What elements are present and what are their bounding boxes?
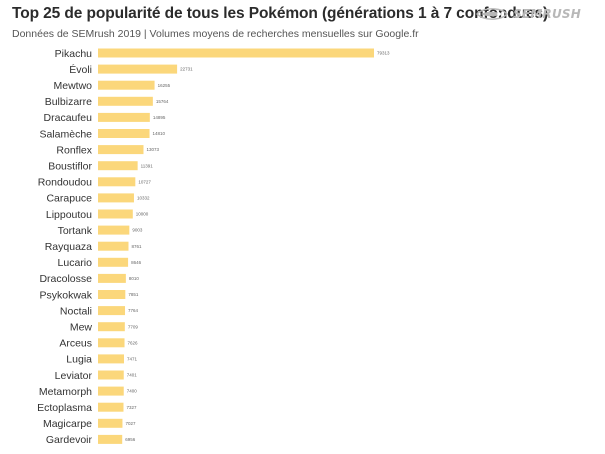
category-label: Metamorph [39, 386, 92, 398]
bar [98, 161, 138, 171]
category-label: Boustiflor [48, 161, 92, 173]
value-label: 8761 [131, 244, 142, 249]
category-label: Leviator [55, 370, 93, 382]
value-label: 6956 [125, 437, 136, 442]
bar [98, 48, 374, 58]
bar [98, 129, 150, 138]
category-label: Mewtwo [53, 80, 92, 92]
category-label: Dracolosse [39, 273, 92, 285]
bar [98, 434, 123, 444]
category-label: Magicarpe [43, 418, 92, 430]
bar [98, 209, 133, 219]
bar [98, 225, 130, 235]
semrush-fireball-icon [476, 8, 509, 20]
bar [98, 290, 126, 299]
brand-logo: SEMRUSH [475, 7, 581, 21]
bar [98, 96, 153, 106]
bar [98, 338, 125, 348]
category-label: Carapuce [46, 193, 92, 205]
value-label: 79313 [377, 51, 390, 56]
bar [98, 386, 124, 396]
chart-title: Top 25 de popularité de tous les Pokémon… [12, 5, 549, 22]
category-label: Dracaufeu [44, 112, 93, 124]
value-label: 7709 [128, 324, 139, 329]
value-label: 7764 [128, 308, 139, 313]
value-label: 16255 [158, 83, 171, 88]
value-label: 7327 [126, 405, 137, 410]
bar [98, 145, 144, 155]
value-label: 7400 [127, 389, 138, 394]
value-label: 7471 [127, 357, 138, 362]
category-label: Lippoutou [46, 209, 92, 221]
category-label: Psykokwak [39, 289, 92, 301]
value-label: 9003 [132, 228, 143, 233]
bar [98, 354, 124, 364]
bar [98, 273, 126, 283]
bar [98, 257, 129, 267]
value-label: 7027 [125, 421, 136, 426]
value-label: 14810 [153, 131, 166, 136]
value-label: 10727 [138, 179, 151, 184]
category-label: Bulbizarre [45, 96, 92, 108]
value-label: 8010 [129, 276, 140, 281]
category-label: Rondoudou [38, 177, 92, 189]
value-label: 11391 [141, 163, 154, 168]
bar [98, 306, 126, 316]
category-label: Évoli [69, 63, 92, 76]
value-label: 15764 [156, 99, 169, 104]
category-label: Tortank [58, 225, 93, 237]
category-label: Ronflex [56, 144, 92, 156]
bar [98, 64, 178, 74]
value-label: 8646 [131, 260, 142, 265]
category-label: Pikachu [55, 48, 93, 60]
bar [98, 80, 155, 90]
brand-name: SEMRUSH [513, 7, 581, 21]
value-label: 14895 [153, 115, 166, 120]
bar [98, 402, 124, 412]
bar [98, 177, 136, 187]
value-label: 7401 [127, 373, 138, 378]
category-label: Arceus [59, 338, 92, 350]
bar [98, 418, 123, 428]
bar [98, 322, 125, 332]
category-label: Gardevoir [46, 434, 93, 446]
value-label: 10000 [136, 212, 149, 217]
category-label: Lucario [58, 257, 93, 269]
category-label: Lugia [66, 354, 92, 366]
category-label: Ectoplasma [37, 402, 92, 414]
value-label: 13073 [146, 147, 159, 152]
bar [98, 193, 134, 203]
category-label: Salamèche [39, 128, 92, 140]
chart-subtitle: Données de SEMrush 2019 | Volumes moyens… [12, 28, 419, 40]
value-label: 10332 [137, 196, 150, 201]
bar [98, 370, 124, 380]
value-label: 22731 [180, 67, 193, 72]
value-label: 7626 [128, 340, 139, 345]
category-label: Noctali [60, 305, 92, 317]
bar [98, 112, 150, 122]
category-label: Mew [70, 322, 93, 334]
bar [98, 241, 129, 251]
value-label: 7851 [128, 292, 139, 297]
category-label: Rayquaza [45, 241, 92, 253]
